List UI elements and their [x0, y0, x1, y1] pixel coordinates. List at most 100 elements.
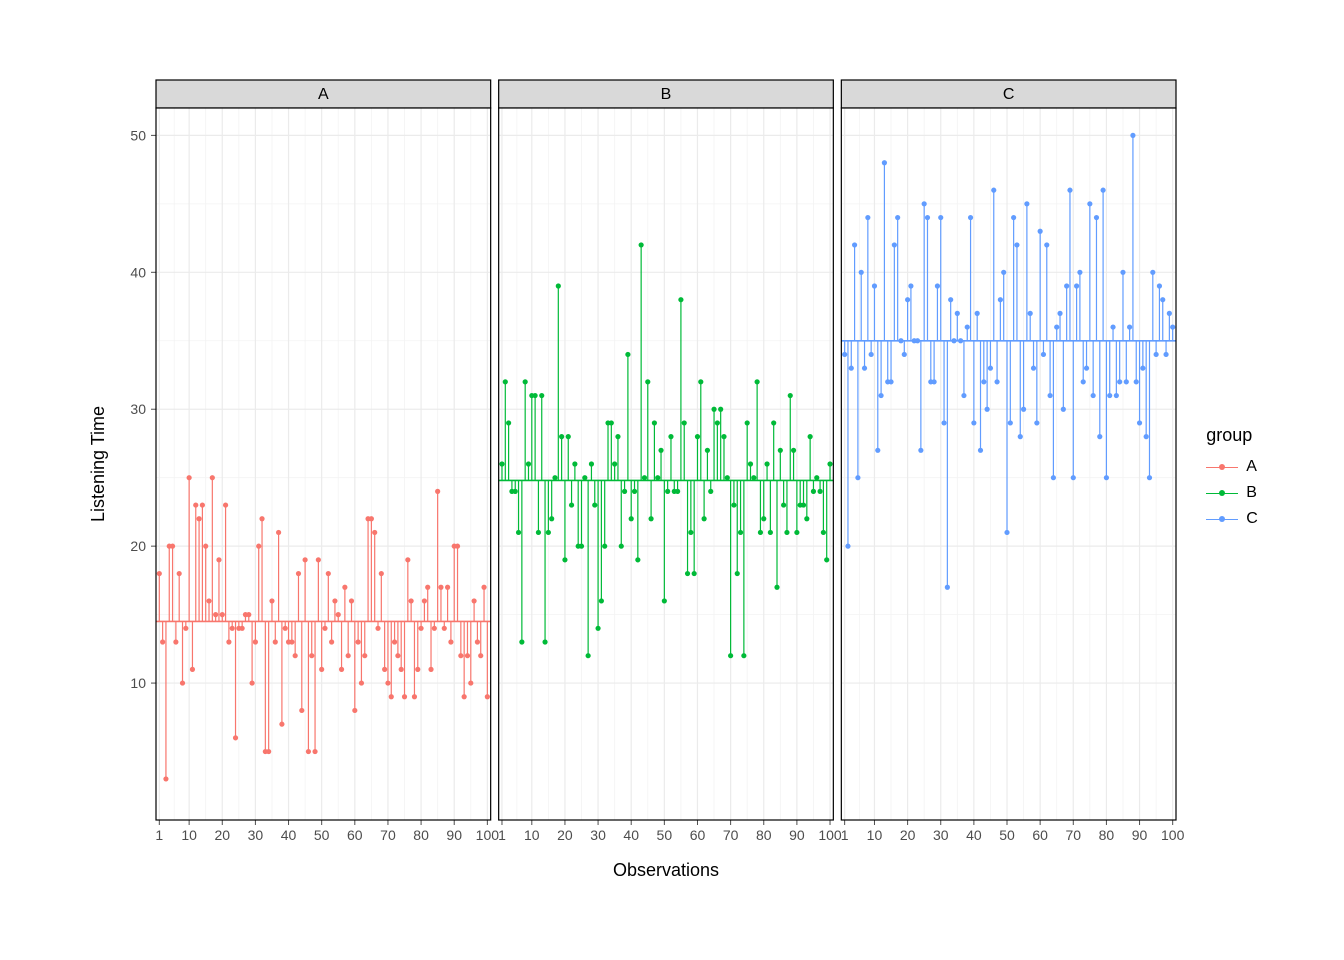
data-point [1140, 366, 1145, 371]
data-point [909, 283, 914, 288]
data-point [804, 516, 809, 521]
x-tick-label: 10 [867, 827, 883, 843]
data-point [842, 352, 847, 357]
data-point [1038, 229, 1043, 234]
data-point [856, 475, 861, 480]
data-point [422, 598, 427, 603]
data-point [217, 557, 222, 562]
data-point [755, 379, 760, 384]
x-tick-label: 30 [248, 827, 264, 843]
data-point [602, 544, 607, 549]
data-point [978, 448, 983, 453]
data-point [402, 694, 407, 699]
data-point [662, 598, 667, 603]
data-point [213, 612, 218, 617]
data-point [609, 420, 614, 425]
data-point [329, 639, 334, 644]
data-point [988, 366, 993, 371]
data-point [273, 639, 278, 644]
data-point [938, 215, 943, 220]
x-tick-label: 1 [156, 827, 164, 843]
data-point [788, 393, 793, 398]
data-point [725, 475, 730, 480]
data-point [1064, 283, 1069, 288]
x-tick-label: 30 [591, 827, 607, 843]
data-point [240, 626, 245, 631]
data-point [814, 475, 819, 480]
data-point [296, 571, 301, 576]
data-point [741, 653, 746, 658]
x-tick-label: 70 [1066, 827, 1082, 843]
data-point [1124, 379, 1129, 384]
data-point [958, 338, 963, 343]
data-point [386, 680, 391, 685]
data-point [918, 448, 923, 453]
data-point [1154, 352, 1159, 357]
data-point [516, 530, 521, 535]
data-point [1001, 270, 1006, 275]
y-axis-title: Listening Time [88, 406, 108, 522]
y-tick-label: 40 [131, 264, 147, 280]
data-point [738, 530, 743, 535]
data-point [828, 461, 833, 466]
data-point [233, 735, 238, 740]
data-point [818, 489, 823, 494]
data-point [356, 639, 361, 644]
data-point [506, 420, 511, 425]
data-point [465, 653, 470, 658]
data-point [556, 283, 561, 288]
data-point [289, 639, 294, 644]
data-point [412, 694, 417, 699]
x-tick-label: 40 [966, 827, 982, 843]
data-point [702, 516, 707, 521]
legend-title: group [1206, 425, 1258, 446]
data-point [1097, 434, 1102, 439]
data-point [872, 283, 877, 288]
data-point [1167, 311, 1172, 316]
data-point [708, 489, 713, 494]
legend-swatch-icon [1206, 510, 1238, 528]
data-point [543, 639, 548, 644]
data-point [1054, 324, 1059, 329]
data-point [369, 516, 374, 521]
data-point [1137, 420, 1142, 425]
data-point [1087, 201, 1092, 206]
data-point [1104, 475, 1109, 480]
data-point [303, 557, 308, 562]
data-point [472, 598, 477, 603]
data-point [230, 626, 235, 631]
data-point [1134, 379, 1139, 384]
panel-bg [156, 108, 491, 820]
y-tick-label: 50 [131, 127, 147, 143]
data-point [313, 749, 318, 754]
y-tick-label: 10 [131, 675, 147, 691]
data-point [935, 283, 940, 288]
data-point [745, 420, 750, 425]
data-point [586, 653, 591, 658]
data-point [1008, 420, 1013, 425]
facet-strip-label: A [318, 86, 329, 103]
data-point [1111, 324, 1116, 329]
data-point [612, 461, 617, 466]
data-point [346, 653, 351, 658]
data-point [513, 489, 518, 494]
data-point [925, 215, 930, 220]
data-point [791, 448, 796, 453]
data-point [187, 475, 192, 480]
data-point [372, 530, 377, 535]
legend-swatch-icon [1206, 458, 1238, 476]
data-point [582, 475, 587, 480]
data-point [718, 407, 723, 412]
data-point [635, 557, 640, 562]
data-point [439, 585, 444, 590]
data-point [629, 516, 634, 521]
data-point [626, 352, 631, 357]
data-point [775, 585, 780, 590]
data-point [771, 420, 776, 425]
data-point [1061, 407, 1066, 412]
data-point [478, 653, 483, 658]
data-point [795, 530, 800, 535]
data-point [1058, 311, 1063, 316]
data-point [652, 420, 657, 425]
data-point [765, 461, 770, 466]
